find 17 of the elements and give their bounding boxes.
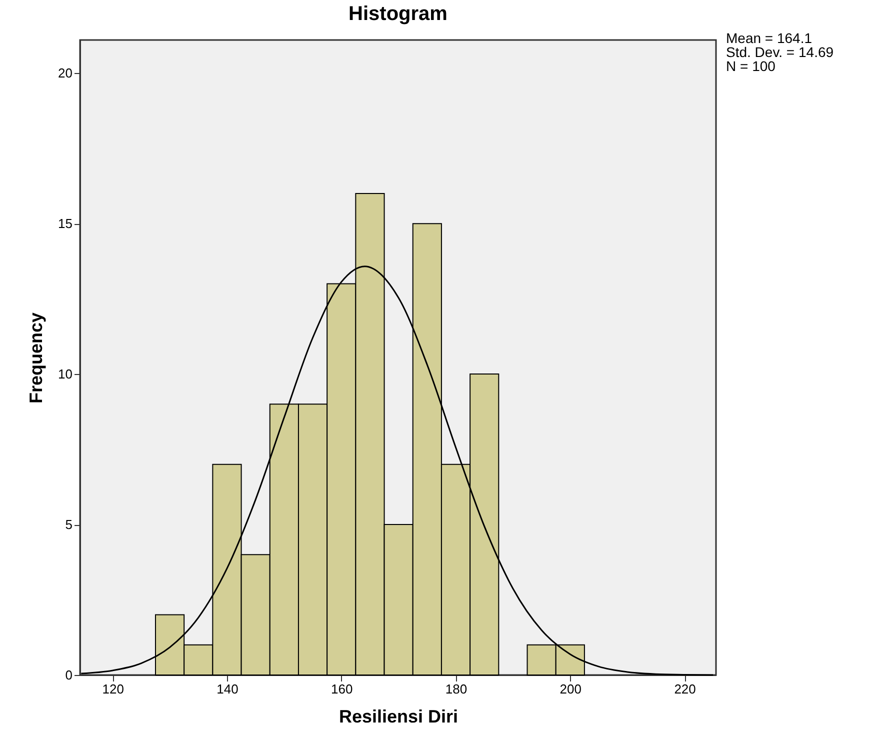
text: Mean = 164.1 — [726, 30, 812, 46]
chart-title: Histogram — [348, 3, 448, 25]
x-tick-label: 200 — [560, 682, 582, 696]
x-tick-label: 180 — [445, 682, 468, 696]
y-tick-label: 15 — [58, 216, 72, 232]
x-tick-label: 220 — [674, 682, 696, 696]
y-tick-label: 0 — [65, 668, 72, 682]
x-axis-title: Resiliensi Diri — [338, 706, 458, 726]
y-tick-label: 20 — [58, 66, 72, 81]
y-axis-title: Frequency — [26, 312, 46, 404]
x-tick-label: 140 — [216, 682, 238, 696]
text: N = 100 — [726, 58, 776, 74]
x-tick-label: 120 — [102, 682, 124, 696]
x-tick-label: 160 — [331, 682, 353, 696]
text: Std. Dev. = 14.69 — [726, 44, 834, 60]
y-tick-label: 5 — [65, 517, 72, 532]
y-tick-label: 10 — [58, 366, 72, 382]
